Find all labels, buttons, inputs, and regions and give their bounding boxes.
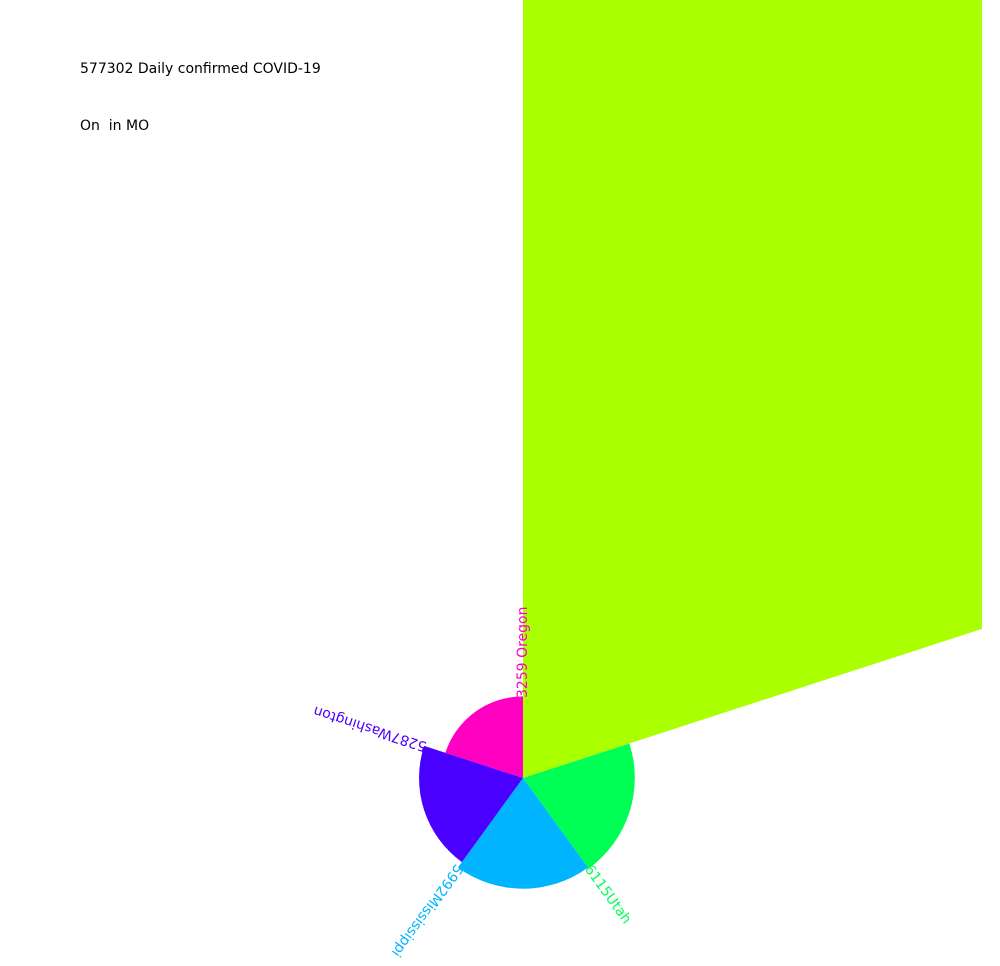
- wedge-label-utah: 6115Utah: [581, 862, 634, 927]
- wedge-label-oregon: 3259 Oregon: [515, 606, 531, 698]
- wedge-mississippi: [457, 778, 589, 889]
- wedge-washington: [419, 745, 523, 863]
- wedge-utah: [523, 743, 635, 869]
- wedge-label-mississippi: 5992Mississippi: [388, 861, 466, 960]
- wedge-oregon: [445, 696, 523, 778]
- chart-subtitle: On in MO: [80, 118, 150, 134]
- chart-title: 577302 Daily confirmed COVID-19: [80, 61, 321, 77]
- wedge-missouri: [523, 0, 982, 778]
- wedge-label-washington: 5287Washington: [311, 702, 428, 754]
